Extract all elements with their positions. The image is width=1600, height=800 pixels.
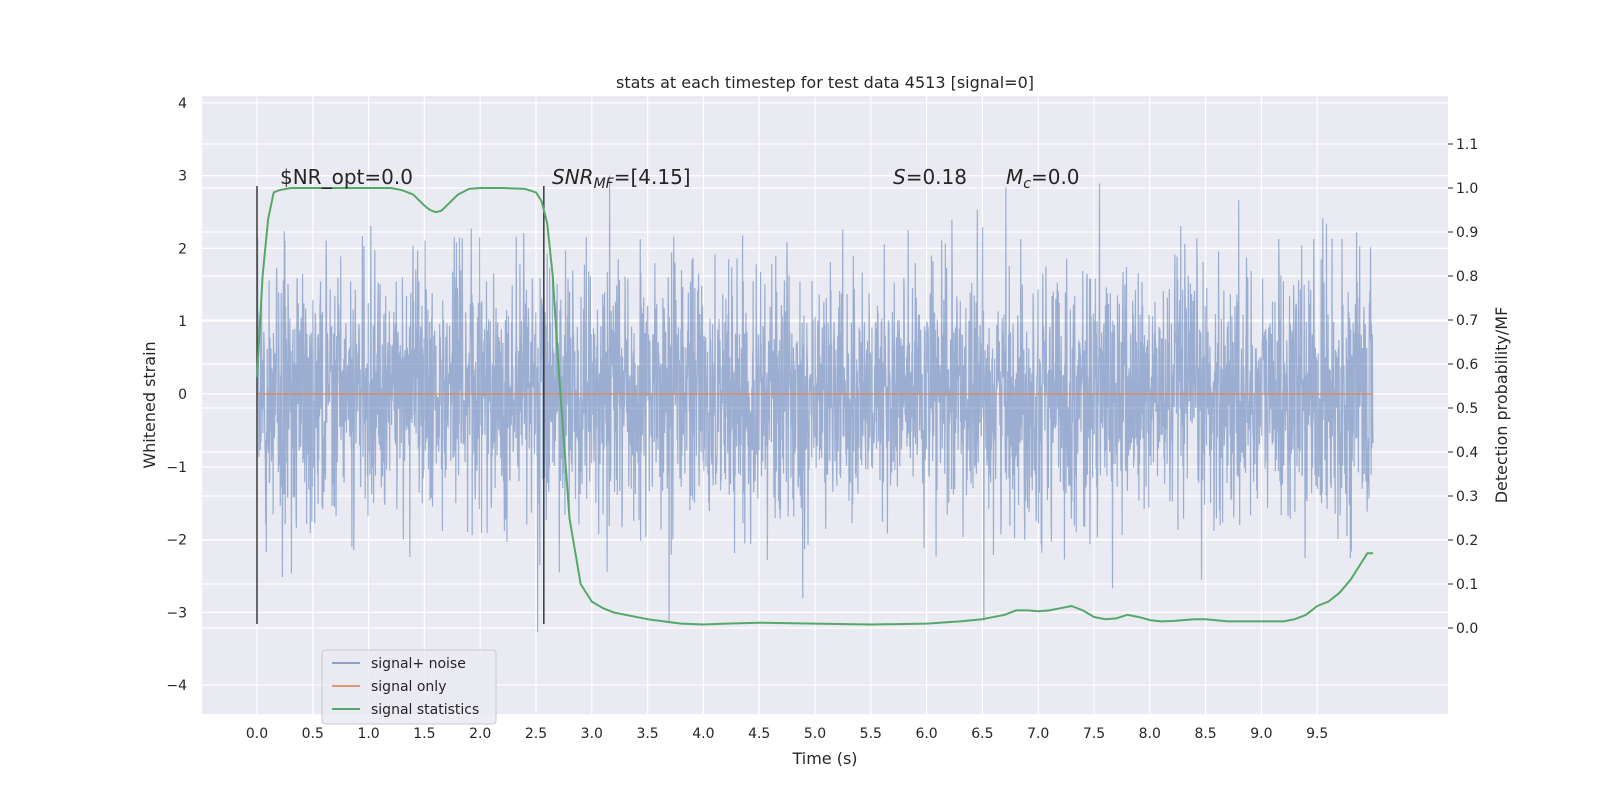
y-axis-label: Whitened strain <box>140 341 159 468</box>
x-tick-label: 9.5 <box>1306 726 1328 742</box>
chart-title: stats at each timestep for test data 451… <box>616 73 1034 92</box>
x-tick-label: 2.5 <box>525 726 547 742</box>
annotation-snr-mf-sub: MF <box>594 176 615 192</box>
signal-statistics-line <box>256 187 1373 626</box>
x-tick-label: 4.0 <box>692 726 714 742</box>
legend-label-signal-only: signal only <box>371 679 446 695</box>
x-tick-label: 0.5 <box>302 726 324 742</box>
y-tick-label: 1 <box>178 314 187 330</box>
x-tick-label: 6.5 <box>971 726 993 742</box>
annotation-mc-sub: c <box>1023 176 1031 192</box>
x-tick-labels: 0.0 0.5 1.0 1.5 2.0 2.5 3.0 3.5 4.0 4.5 5.0 5.5 6.0 6… <box>246 726 1328 742</box>
x-tick-label: 3.5 <box>636 726 658 742</box>
y-right-tick-label: 0.3 <box>1456 489 1478 505</box>
y-right-tick-label: 0.2 <box>1456 533 1478 549</box>
annotation-snr-opt: $NR_opt=0.0 <box>280 165 413 189</box>
annotation-s: S=0.18 <box>893 165 967 189</box>
y-tick-label: 4 <box>178 96 187 112</box>
x-tick-label: 9.0 <box>1250 726 1272 742</box>
x-tick-label: 7.0 <box>1027 726 1049 742</box>
x-tick-label: 8.0 <box>1139 726 1161 742</box>
series-signal-noise <box>256 175 1374 633</box>
series-signal-statistics <box>256 187 1373 626</box>
y-right-tick-label: 0.7 <box>1456 313 1478 329</box>
legend-label-signal-noise: signal+ noise <box>371 656 466 672</box>
y-tick-label: 0 <box>178 387 187 403</box>
x-tick-label: 5.0 <box>804 726 826 742</box>
annotation-s-value: =0.18 <box>906 165 967 189</box>
signal-noise-line <box>256 175 1374 633</box>
x-tick-label: 4.5 <box>748 726 770 742</box>
y-right-tick-label: 0.9 <box>1456 225 1478 241</box>
x-tick-label: 5.5 <box>860 726 882 742</box>
y-right-tick-labels: 1.1 1.0 0.9 0.8 0.7 0.6 0.5 0.4 0.3 0.2 0.1 0.0 <box>1448 137 1478 637</box>
y-right-axis-label: Detection probability/MF <box>1492 307 1511 504</box>
y-right-tick-label: 0.8 <box>1456 269 1478 285</box>
legend: signal+ noise signal only signal statist… <box>321 649 497 725</box>
annotation-s-base: S <box>893 165 906 189</box>
legend-label-signal-statistics: signal statistics <box>371 702 479 718</box>
legend-box <box>321 649 497 725</box>
y-right-tick-label: 0.0 <box>1456 621 1478 637</box>
y-tick-label: −3 <box>166 605 187 621</box>
y-tick-label: 3 <box>178 169 187 185</box>
x-axis-label: Time (s) <box>791 749 857 768</box>
x-tick-label: 1.5 <box>413 726 435 742</box>
x-tick-label: 2.0 <box>469 726 491 742</box>
annotation-snr-mf: SNRMF=[4.15] <box>552 165 691 192</box>
y-right-tick-label: 1.0 <box>1456 181 1478 197</box>
y-tick-label: −2 <box>166 533 187 549</box>
x-tick-label: 8.5 <box>1194 726 1216 742</box>
x-tick-label: 3.0 <box>581 726 603 742</box>
y-tick-label: 2 <box>178 241 187 257</box>
annotation-mc-value: =0.0 <box>1031 165 1080 189</box>
y-right-tick-label: 0.1 <box>1456 577 1478 593</box>
x-tick-label: 0.0 <box>246 726 268 742</box>
y-right-tick-label: 0.5 <box>1456 401 1478 417</box>
y-right-tick-label: 0.4 <box>1456 445 1478 461</box>
x-tick-label: 6.0 <box>915 726 937 742</box>
y-tick-label: −4 <box>166 678 187 694</box>
y-tick-labels: 4 3 2 1 0 −1 −2 −3 −4 <box>166 96 187 694</box>
annotation-mc-base: M <box>1006 165 1023 189</box>
x-tick-label: 1.0 <box>357 726 379 742</box>
vertical-markers <box>256 186 545 624</box>
annotation-mc: Mc=0.0 <box>1006 165 1080 192</box>
annotation-snr-mf-value: =[4.15] <box>614 165 691 189</box>
y-tick-label: −1 <box>166 460 187 476</box>
annotation-snr-mf-base: SNR <box>552 165 594 189</box>
y-right-tick-label: 0.6 <box>1456 357 1478 373</box>
y-right-tick-label: 1.1 <box>1456 137 1478 153</box>
x-tick-label: 7.5 <box>1083 726 1105 742</box>
